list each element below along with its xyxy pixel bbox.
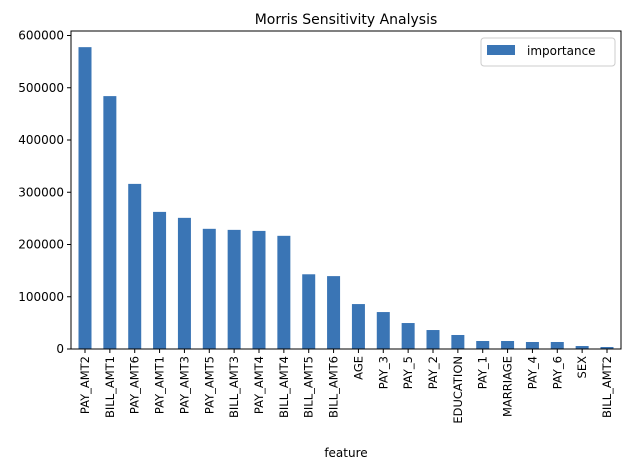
bar-sex (575, 346, 589, 349)
x-tick-label: PAY_4 (525, 356, 539, 389)
x-tick-label: PAY_AMT2 (78, 356, 92, 414)
x-tick-label: PAY_3 (376, 356, 390, 389)
x-tick-label: MARRIAGE (501, 356, 515, 417)
x-tick-label: PAY_AMT1 (153, 356, 167, 414)
x-tick-label: SEX (575, 356, 589, 379)
x-tick-label: PAY_1 (476, 356, 490, 389)
x-tick-label: PAY_2 (426, 356, 440, 389)
y-tick-label: 500000 (18, 81, 64, 95)
bar-education (451, 334, 465, 349)
bar-bill_amt2 (600, 347, 614, 349)
y-tick-label: 0 (56, 342, 64, 356)
bar-bill_amt5 (302, 274, 316, 349)
y-tick-label: 100000 (18, 290, 64, 304)
bar-pay_3 (376, 312, 390, 349)
y-tick-label: 600000 (18, 29, 64, 43)
bar-pay_6 (550, 341, 564, 349)
x-tick-label: EDUCATION (451, 356, 465, 424)
bar-pay_4 (525, 341, 539, 349)
bar-bill_amt4 (277, 235, 291, 349)
bar-bill_amt6 (327, 276, 341, 349)
x-tick-label: PAY_AMT4 (252, 356, 266, 414)
bar-marriage (501, 341, 515, 349)
bar-bill_amt3 (227, 229, 241, 349)
plot-frame (70, 30, 622, 350)
x-tick-label: BILL_AMT5 (302, 356, 316, 418)
x-tick-label: PAY_AMT5 (202, 356, 216, 414)
bar-pay_amt5 (202, 228, 216, 349)
legend-label: importance (527, 44, 596, 58)
x-tick-label: BILL_AMT4 (277, 356, 291, 418)
y-tick-label: 400000 (18, 133, 64, 147)
y-tick-label: 300000 (18, 185, 64, 199)
x-tick-label: PAY_AMT3 (177, 356, 191, 414)
y-tick-label: 200000 (18, 238, 64, 252)
legend: importance (480, 37, 616, 67)
bar-bill_amt1 (103, 96, 117, 349)
legend-swatch (487, 45, 515, 55)
x-tick-label: AGE (351, 356, 365, 380)
x-tick-label: BILL_AMT1 (103, 356, 117, 418)
x-tick-label: PAY_5 (401, 356, 415, 389)
bar-pay_2 (426, 330, 440, 349)
bar-pay_amt2 (78, 47, 92, 350)
bar-pay_amt4 (252, 230, 266, 349)
x-tick-label: PAY_AMT6 (128, 356, 142, 414)
bar-pay_amt6 (128, 183, 142, 349)
chart-title: Morris Sensitivity Analysis (255, 12, 438, 28)
x-tick-label: BILL_AMT6 (327, 356, 341, 418)
bar-age (351, 304, 365, 349)
x-tick-label: BILL_AMT2 (600, 356, 614, 418)
x-tick-label: PAY_6 (550, 356, 564, 389)
x-axis-label: feature (324, 446, 367, 460)
bar-pay_5 (401, 323, 415, 349)
bar-pay_amt3 (177, 217, 191, 349)
bar-pay_amt1 (153, 211, 167, 349)
x-tick-label: BILL_AMT3 (227, 356, 241, 418)
bar-pay_1 (476, 341, 490, 349)
